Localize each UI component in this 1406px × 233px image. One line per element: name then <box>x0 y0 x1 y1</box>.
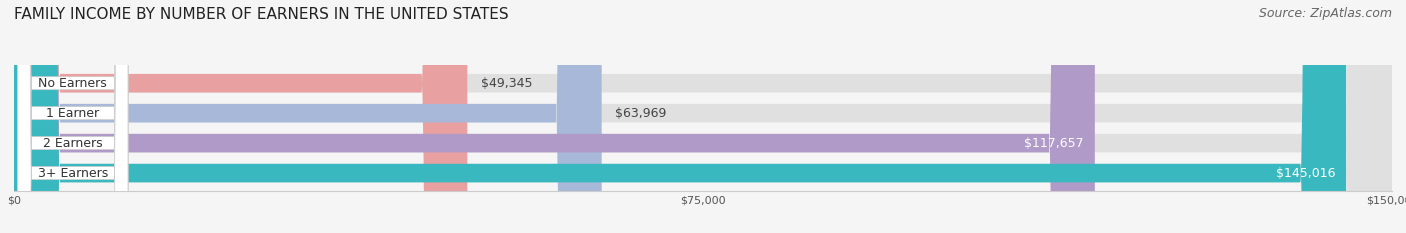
FancyBboxPatch shape <box>14 0 1095 233</box>
Text: 1 Earner: 1 Earner <box>46 107 100 120</box>
FancyBboxPatch shape <box>14 0 1392 233</box>
FancyBboxPatch shape <box>14 0 1392 233</box>
Text: $117,657: $117,657 <box>1024 137 1084 150</box>
FancyBboxPatch shape <box>14 0 1392 233</box>
Text: $145,016: $145,016 <box>1275 167 1336 180</box>
Text: $49,345: $49,345 <box>481 77 533 90</box>
FancyBboxPatch shape <box>14 0 602 233</box>
Text: FAMILY INCOME BY NUMBER OF EARNERS IN THE UNITED STATES: FAMILY INCOME BY NUMBER OF EARNERS IN TH… <box>14 7 509 22</box>
FancyBboxPatch shape <box>14 0 1392 233</box>
FancyBboxPatch shape <box>14 0 467 233</box>
Text: 2 Earners: 2 Earners <box>44 137 103 150</box>
Text: Source: ZipAtlas.com: Source: ZipAtlas.com <box>1258 7 1392 20</box>
Text: $63,969: $63,969 <box>616 107 666 120</box>
FancyBboxPatch shape <box>18 0 128 233</box>
FancyBboxPatch shape <box>14 0 1346 233</box>
Text: No Earners: No Earners <box>38 77 107 90</box>
FancyBboxPatch shape <box>18 0 128 233</box>
FancyBboxPatch shape <box>18 0 128 233</box>
FancyBboxPatch shape <box>18 0 128 233</box>
Text: 3+ Earners: 3+ Earners <box>38 167 108 180</box>
